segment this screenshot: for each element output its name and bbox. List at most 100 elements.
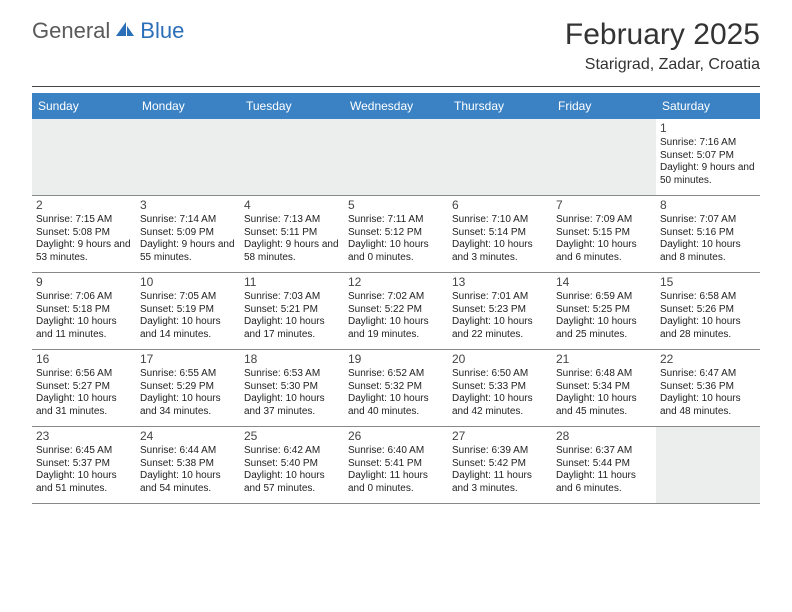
weekday-header: Sunday Monday Tuesday Wednesday Thursday… <box>32 93 760 119</box>
daylight-text: Daylight: 10 hours and 17 minutes. <box>244 316 340 341</box>
day-number: 8 <box>660 198 756 213</box>
sunrise-text: Sunrise: 6:44 AM <box>140 445 236 458</box>
calendar-day: 1Sunrise: 7:16 AMSunset: 5:07 PMDaylight… <box>656 119 760 195</box>
sunrise-text: Sunrise: 7:14 AM <box>140 214 236 227</box>
sunset-text: Sunset: 5:25 PM <box>556 304 652 317</box>
daylight-text: Daylight: 11 hours and 6 minutes. <box>556 470 652 495</box>
weekday-sun: Sunday <box>32 93 136 119</box>
daylight-text: Daylight: 10 hours and 37 minutes. <box>244 393 340 418</box>
daylight-text: Daylight: 10 hours and 11 minutes. <box>36 316 132 341</box>
day-number: 2 <box>36 198 132 213</box>
day-number: 1 <box>660 121 756 136</box>
daylight-text: Daylight: 10 hours and 22 minutes. <box>452 316 548 341</box>
sunset-text: Sunset: 5:14 PM <box>452 227 548 240</box>
calendar-day: 22Sunrise: 6:47 AMSunset: 5:36 PMDayligh… <box>656 350 760 426</box>
day-number: 9 <box>36 275 132 290</box>
calendar-day: 27Sunrise: 6:39 AMSunset: 5:42 PMDayligh… <box>448 427 552 503</box>
calendar-day: 12Sunrise: 7:02 AMSunset: 5:22 PMDayligh… <box>344 273 448 349</box>
daylight-text: Daylight: 10 hours and 57 minutes. <box>244 470 340 495</box>
daylight-text: Daylight: 10 hours and 40 minutes. <box>348 393 444 418</box>
sunrise-text: Sunrise: 7:15 AM <box>36 214 132 227</box>
sunrise-text: Sunrise: 6:40 AM <box>348 445 444 458</box>
calendar-empty <box>552 119 656 195</box>
daylight-text: Daylight: 10 hours and 34 minutes. <box>140 393 236 418</box>
sail-icon <box>114 18 136 44</box>
daylight-text: Daylight: 10 hours and 3 minutes. <box>452 239 548 264</box>
day-number: 17 <box>140 352 236 367</box>
sunset-text: Sunset: 5:27 PM <box>36 381 132 394</box>
sunset-text: Sunset: 5:37 PM <box>36 458 132 471</box>
calendar-day: 21Sunrise: 6:48 AMSunset: 5:34 PMDayligh… <box>552 350 656 426</box>
daylight-text: Daylight: 11 hours and 3 minutes. <box>452 470 548 495</box>
calendar-day: 17Sunrise: 6:55 AMSunset: 5:29 PMDayligh… <box>136 350 240 426</box>
calendar-day: 5Sunrise: 7:11 AMSunset: 5:12 PMDaylight… <box>344 196 448 272</box>
page-title: February 2025 <box>565 18 760 52</box>
sunset-text: Sunset: 5:36 PM <box>660 381 756 394</box>
day-number: 10 <box>140 275 236 290</box>
day-number: 15 <box>660 275 756 290</box>
daylight-text: Daylight: 10 hours and 8 minutes. <box>660 239 756 264</box>
calendar-week: 2Sunrise: 7:15 AMSunset: 5:08 PMDaylight… <box>32 196 760 273</box>
weekday-tue: Tuesday <box>240 93 344 119</box>
calendar-grid: Sunday Monday Tuesday Wednesday Thursday… <box>32 93 760 504</box>
daylight-text: Daylight: 10 hours and 54 minutes. <box>140 470 236 495</box>
location-text: Starigrad, Zadar, Croatia <box>565 56 760 74</box>
daylight-text: Daylight: 9 hours and 53 minutes. <box>36 239 132 264</box>
sunset-text: Sunset: 5:18 PM <box>36 304 132 317</box>
sunrise-text: Sunrise: 6:37 AM <box>556 445 652 458</box>
brand-logo: General Blue <box>32 18 184 44</box>
calendar-empty <box>32 119 136 195</box>
daylight-text: Daylight: 10 hours and 48 minutes. <box>660 393 756 418</box>
sunset-text: Sunset: 5:07 PM <box>660 150 756 163</box>
day-number: 14 <box>556 275 652 290</box>
sunset-text: Sunset: 5:22 PM <box>348 304 444 317</box>
sunrise-text: Sunrise: 7:02 AM <box>348 291 444 304</box>
daylight-text: Daylight: 10 hours and 45 minutes. <box>556 393 652 418</box>
sunset-text: Sunset: 5:34 PM <box>556 381 652 394</box>
calendar-day: 23Sunrise: 6:45 AMSunset: 5:37 PMDayligh… <box>32 427 136 503</box>
sunrise-text: Sunrise: 7:01 AM <box>452 291 548 304</box>
calendar-day: 25Sunrise: 6:42 AMSunset: 5:40 PMDayligh… <box>240 427 344 503</box>
sunset-text: Sunset: 5:19 PM <box>140 304 236 317</box>
calendar-empty <box>448 119 552 195</box>
sunrise-text: Sunrise: 7:03 AM <box>244 291 340 304</box>
sunset-text: Sunset: 5:38 PM <box>140 458 236 471</box>
day-number: 27 <box>452 429 548 444</box>
sunset-text: Sunset: 5:11 PM <box>244 227 340 240</box>
day-number: 7 <box>556 198 652 213</box>
daylight-text: Daylight: 10 hours and 42 minutes. <box>452 393 548 418</box>
day-number: 11 <box>244 275 340 290</box>
sunrise-text: Sunrise: 6:59 AM <box>556 291 652 304</box>
brand-word2: Blue <box>140 18 184 44</box>
calendar-week: 23Sunrise: 6:45 AMSunset: 5:37 PM Dayligh… <box>32 427 760 504</box>
calendar-week: 1Sunrise: 7:16 AMSunset: 5:07 PMDaylight… <box>32 119 760 196</box>
sunset-text: Sunset: 5:26 PM <box>660 304 756 317</box>
day-number: 19 <box>348 352 444 367</box>
weekday-fri: Friday <box>552 93 656 119</box>
sunset-text: Sunset: 5:44 PM <box>556 458 652 471</box>
daylight-text: Daylight: 9 hours and 55 minutes. <box>140 239 236 264</box>
calendar-day: 2Sunrise: 7:15 AMSunset: 5:08 PMDaylight… <box>32 196 136 272</box>
day-number: 23 <box>36 429 132 444</box>
sunrise-text: Sunrise: 6:55 AM <box>140 368 236 381</box>
day-number: 18 <box>244 352 340 367</box>
daylight-text: Daylight: 10 hours and 0 minutes. <box>348 239 444 264</box>
sunset-text: Sunset: 5:40 PM <box>244 458 340 471</box>
calendar-empty <box>344 119 448 195</box>
day-number: 20 <box>452 352 548 367</box>
sunrise-text: Sunrise: 6:45 AM <box>36 445 132 458</box>
sunset-text: Sunset: 5:21 PM <box>244 304 340 317</box>
sunrise-text: Sunrise: 6:56 AM <box>36 368 132 381</box>
sunrise-text: Sunrise: 7:11 AM <box>348 214 444 227</box>
calendar-day: 28Sunrise: 6:37 AMSunset: 5:44 PMDayligh… <box>552 427 656 503</box>
sunrise-text: Sunrise: 6:47 AM <box>660 368 756 381</box>
calendar-day: 15Sunrise: 6:58 AMSunset: 5:26 PMDayligh… <box>656 273 760 349</box>
daylight-text: Daylight: 9 hours and 50 minutes. <box>660 162 756 187</box>
sunset-text: Sunset: 5:42 PM <box>452 458 548 471</box>
sunrise-text: Sunrise: 6:39 AM <box>452 445 548 458</box>
daylight-text: Daylight: 10 hours and 14 minutes. <box>140 316 236 341</box>
day-number: 22 <box>660 352 756 367</box>
day-number: 13 <box>452 275 548 290</box>
sunrise-text: Sunrise: 7:10 AM <box>452 214 548 227</box>
sunrise-text: Sunrise: 7:09 AM <box>556 214 652 227</box>
